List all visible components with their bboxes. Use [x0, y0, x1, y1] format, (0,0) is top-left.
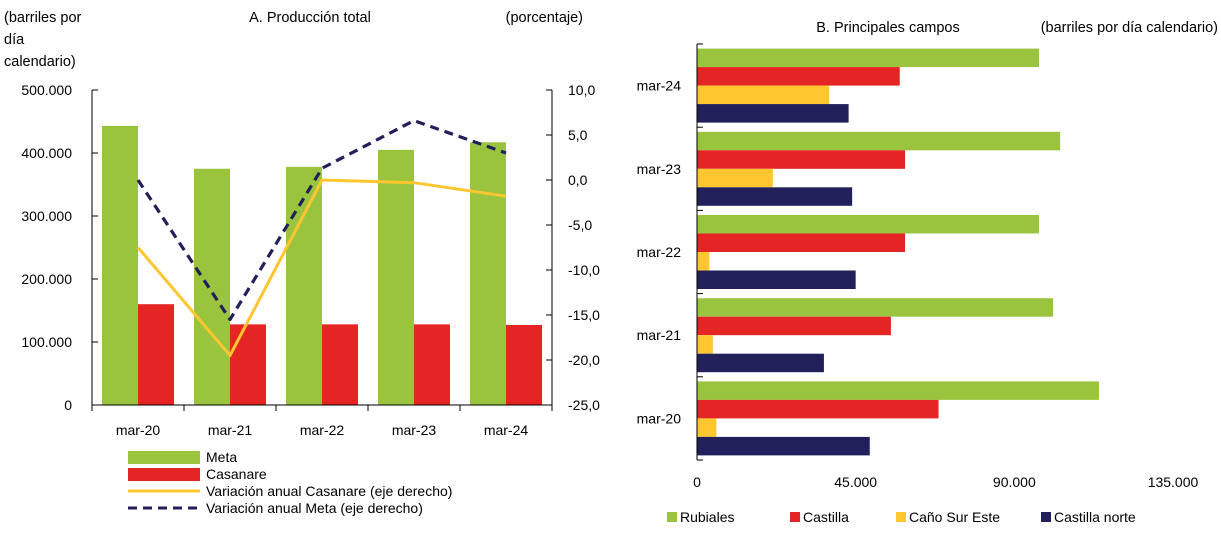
hbar-castilla-norte-mar-21 — [697, 353, 824, 373]
left-tick-label-1: 100.000 — [21, 334, 72, 350]
bar-meta-mar-20 — [102, 125, 138, 405]
panel-b-axes: mar-24 mar-23 mar-22 mar-21 mar-20 0 45.000 90.… — [637, 43, 1199, 490]
panel-a-right-unit: (porcentaje) — [506, 10, 583, 26]
right-tick-label-5: 0,0 — [568, 172, 588, 188]
hbar-castilla-mar-22 — [697, 233, 906, 252]
panel-b-title: B. Principales campos — [816, 20, 959, 36]
legend-swatch-castilla — [790, 512, 800, 522]
bar-casanare-mar-24 — [506, 324, 542, 405]
panel-a-title: A. Producción total — [249, 10, 371, 26]
left-tick-label-5: 500.000 — [21, 82, 72, 98]
right-tick-label-0: -25,0 — [568, 397, 600, 413]
panel-b-legend: Rubiales Castilla Caño Sur Este Castilla no… — [667, 509, 1136, 525]
hbar-rubiales-mar-22 — [697, 215, 1040, 234]
y-tick-label-mar-24: mar-24 — [637, 78, 682, 94]
panel-a-lines — [136, 118, 507, 357]
right-tick-label-3: -10,0 — [568, 262, 600, 278]
hbar-castilla-norte-mar-22 — [697, 270, 856, 289]
panel-a-left-unit-line-1: (barriles por — [4, 10, 82, 26]
legend-label-variacion-anual-casanare-eje-derecho: Variación anual Casanare (eje derecho) — [206, 483, 452, 499]
hbar-castilla-mar-24 — [697, 67, 900, 86]
hbar-cano-sur-este-mar-21 — [697, 335, 713, 354]
hbar-rubiales-mar-21 — [697, 298, 1054, 317]
bar-casanare-mar-20 — [138, 304, 174, 405]
bar-casanare-mar-23 — [414, 324, 450, 405]
x-tick-label-2: 90.000 — [993, 474, 1036, 490]
y-tick-label-mar-23: mar-23 — [637, 161, 682, 177]
y-tick-label-mar-20: mar-20 — [637, 410, 682, 426]
panel-b-main-fields: B. Principales campos (barriles por día … — [637, 20, 1218, 525]
panel-b-bars — [697, 48, 1099, 456]
x-tick-label-1: 45.000 — [834, 474, 877, 490]
legend-label-castilla: Castilla — [803, 509, 849, 525]
legend-label-casanare: Casanare — [206, 466, 267, 482]
hbar-castilla-norte-mar-23 — [697, 187, 853, 206]
bar-casanare-mar-22 — [322, 324, 358, 405]
hbar-castilla-norte-mar-20 — [697, 436, 870, 456]
right-tick-label-4: -5,0 — [568, 217, 592, 233]
x-tick-label-mar-24: mar-24 — [484, 422, 529, 438]
hbar-cano-sur-este-mar-23 — [697, 168, 773, 188]
y-tick-label-mar-21: mar-21 — [637, 327, 682, 343]
hbar-rubiales-mar-23 — [697, 131, 1061, 151]
right-tick-label-7: 10,0 — [568, 82, 595, 98]
legend-swatch-casanare — [128, 468, 200, 481]
hbar-cano-sur-este-mar-24 — [697, 85, 830, 105]
hbar-rubiales-mar-20 — [697, 381, 1099, 400]
left-tick-label-0: 0 — [64, 397, 72, 413]
hbar-castilla-norte-mar-24 — [697, 104, 849, 123]
right-tick-label-6: 5,0 — [568, 127, 588, 143]
bar-casanare-mar-21 — [230, 324, 266, 405]
x-tick-label-0: 0 — [693, 474, 701, 490]
hbar-cano-sur-este-mar-22 — [697, 252, 710, 271]
hbar-rubiales-mar-24 — [697, 48, 1040, 68]
bar-meta-mar-23 — [378, 149, 414, 405]
left-tick-label-3: 300.000 — [21, 208, 72, 224]
left-tick-label-4: 400.000 — [21, 145, 72, 161]
right-tick-label-2: -15,0 — [568, 307, 600, 323]
line-variacion-anual-casanare-eje-derecho — [136, 178, 507, 357]
legend-swatch-castilla-norte — [1041, 512, 1051, 522]
x-tick-label-3: 135.000 — [1148, 474, 1199, 490]
panel-b-unit: (barriles por día calendario) — [1041, 20, 1218, 36]
line-variacion-anual-meta-eje-derecho — [136, 118, 507, 322]
legend-label-variacion-anual-meta-eje-derecho: Variación anual Meta (eje derecho) — [206, 500, 423, 516]
x-tick-label-mar-20: mar-20 — [116, 422, 161, 438]
legend-swatch-cano-sur-este — [896, 512, 906, 522]
legend-label-castilla-norte: Castilla norte — [1054, 509, 1136, 525]
bar-meta-mar-24 — [470, 142, 506, 406]
bar-meta-mar-22 — [286, 166, 322, 405]
right-tick-label-1: -20,0 — [568, 352, 600, 368]
hbar-cano-sur-este-mar-20 — [697, 418, 717, 437]
panel-a-bars — [102, 125, 542, 406]
legend-label-cano-sur-este: Caño Sur Este — [909, 509, 1000, 525]
panel-a-left-unit-line-2: día — [4, 32, 25, 48]
bar-meta-mar-21 — [194, 168, 230, 405]
legend-swatch-rubiales — [667, 512, 677, 522]
y-tick-label-mar-22: mar-22 — [637, 244, 682, 260]
x-tick-label-mar-23: mar-23 — [392, 422, 437, 438]
x-tick-label-mar-21: mar-21 — [208, 422, 253, 438]
hbar-castilla-mar-21 — [697, 316, 891, 336]
panel-a-axes: 0 100.000 200.000 300.000 400.000 500.000 -25,… — [21, 82, 600, 438]
panel-a-production-total: A. Producción total (barriles por día ca… — [4, 10, 600, 516]
panel-a-left-unit-line-3: calendario) — [4, 54, 76, 70]
left-tick-label-2: 200.000 — [21, 271, 72, 287]
legend-swatch-meta — [128, 451, 200, 464]
x-tick-label-mar-22: mar-22 — [300, 422, 345, 438]
hbar-castilla-mar-23 — [697, 150, 906, 169]
legend-label-meta: Meta — [206, 449, 237, 465]
legend-label-rubiales: Rubiales — [680, 509, 734, 525]
hbar-castilla-mar-20 — [697, 399, 939, 419]
